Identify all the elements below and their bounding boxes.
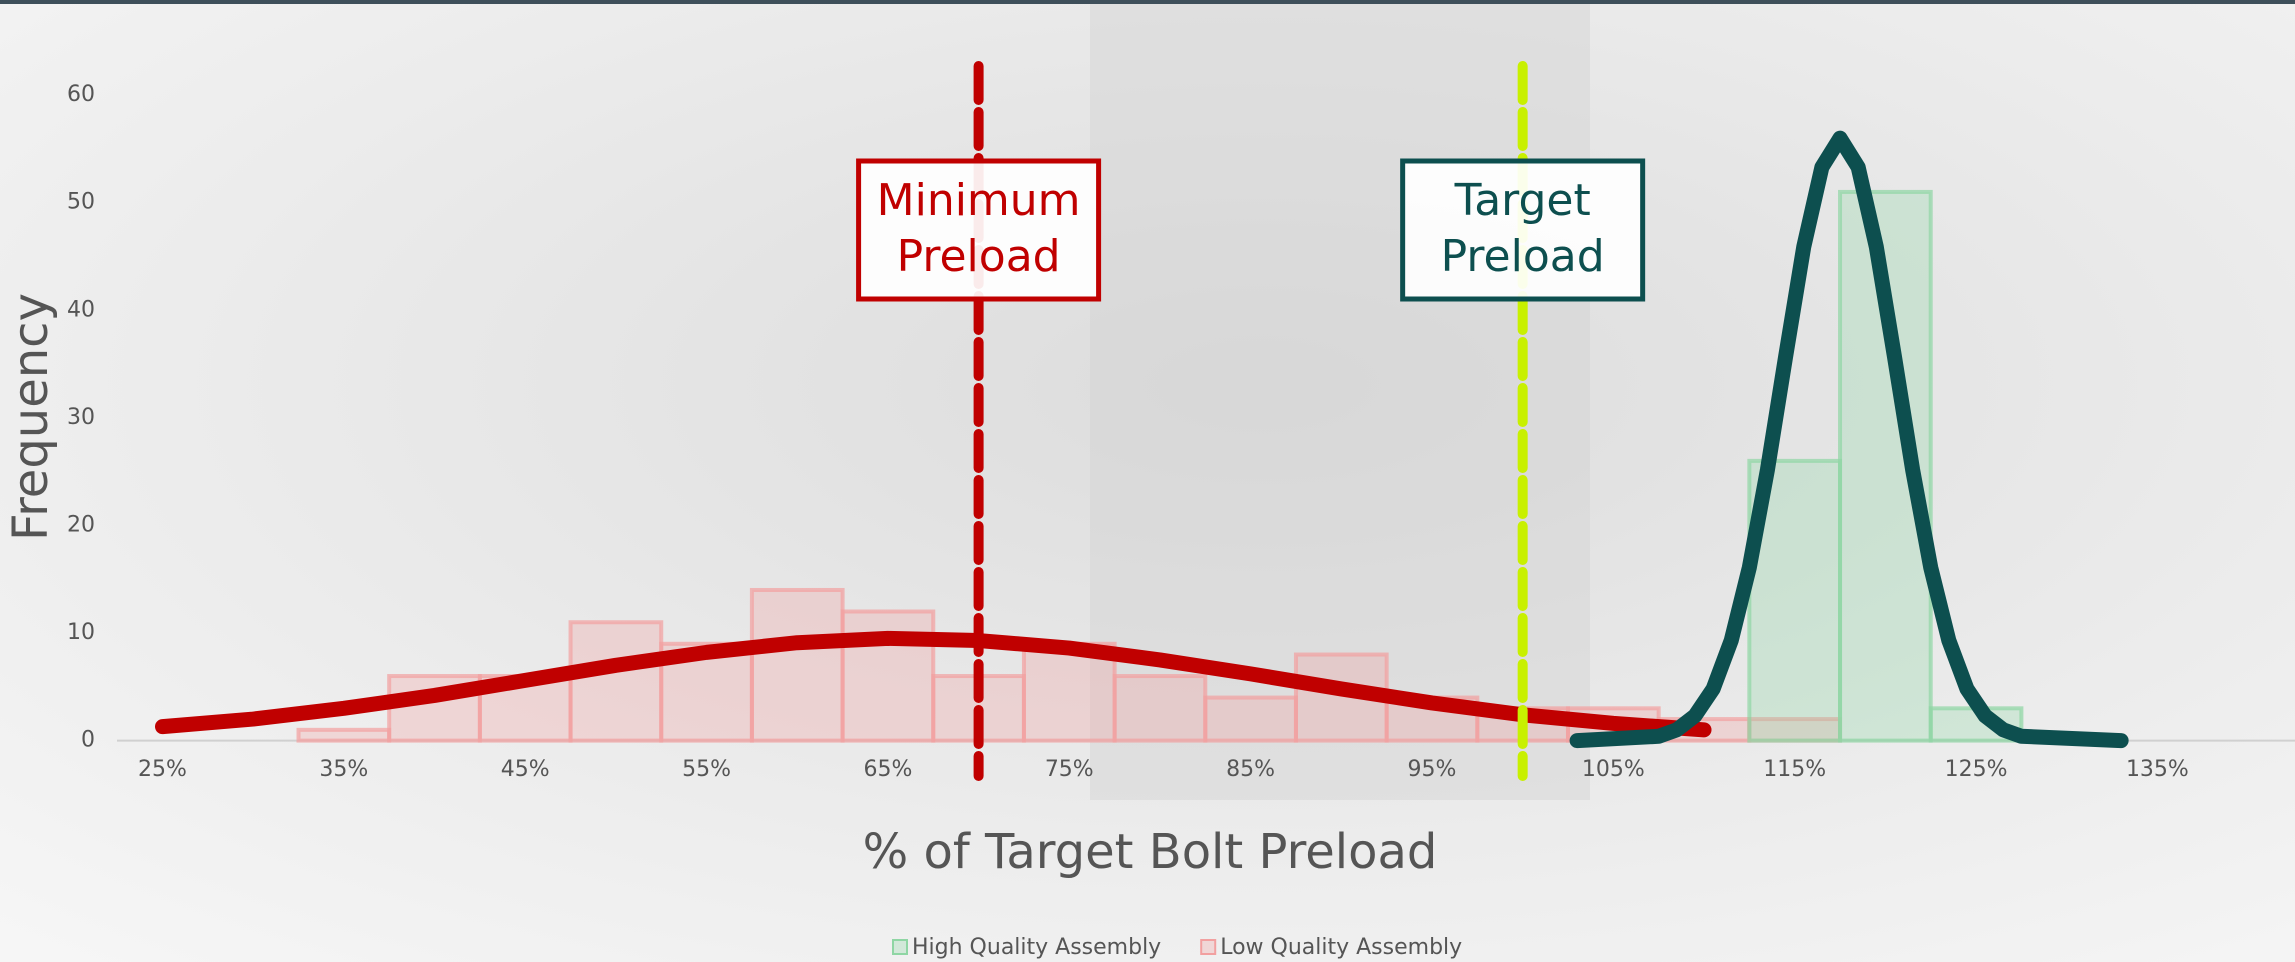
x-tick-label: 135% [2126, 757, 2189, 782]
x-tick-label: 35% [319, 757, 368, 782]
y-tick-label: 0 [81, 728, 95, 753]
y-tick-label: 20 [67, 512, 95, 537]
annotation-box [856, 158, 1102, 302]
histogram-bar [296, 727, 392, 743]
annotation-label: Preload [897, 231, 1061, 282]
x-tick-label: 115% [1763, 757, 1826, 782]
legend-swatch [1200, 939, 1217, 955]
annotation-box [1400, 158, 1646, 302]
histogram-bar [1021, 641, 1117, 743]
x-tick-label: 85% [1226, 757, 1275, 782]
x-tick-label: 45% [501, 757, 550, 782]
histogram-bar [749, 587, 845, 743]
fit-curve [1569, 130, 2129, 749]
legend-label: Low Quality Assembly [1220, 935, 1462, 960]
x-axis-title: % of Target Bolt Preload [863, 824, 1438, 880]
x-tick-label: 105% [1582, 757, 1645, 782]
x-tick-label: 65% [863, 757, 912, 782]
annotation-label: Target [1454, 175, 1591, 226]
x-tick-label: 75% [1045, 757, 1094, 782]
legend-label: High Quality Assembly [912, 935, 1161, 960]
histogram-bar [1203, 695, 1298, 743]
x-tick-label: 95% [1408, 757, 1457, 782]
fit-curve [155, 630, 1712, 738]
y-tick-label: 40 [67, 297, 95, 322]
legend-swatch [892, 939, 908, 955]
histogram-bar [840, 609, 936, 743]
y-tick-label: 30 [67, 405, 95, 430]
x-tick-label: 125% [1945, 757, 2008, 782]
y-tick-label: 10 [67, 620, 95, 645]
top-bar [0, 0, 2295, 4]
histogram-bar [1112, 674, 1208, 743]
y-axis-title: Frequency [3, 293, 59, 541]
histogram-bar [568, 620, 664, 743]
y-tick-label: 50 [67, 190, 95, 215]
x-tick-label: 25% [138, 757, 187, 782]
y-tick-label: 60 [67, 82, 95, 107]
x-tick-label: 55% [682, 757, 731, 782]
annotation-label: Preload [1441, 231, 1605, 282]
annotation-label: Minimum [877, 175, 1081, 226]
